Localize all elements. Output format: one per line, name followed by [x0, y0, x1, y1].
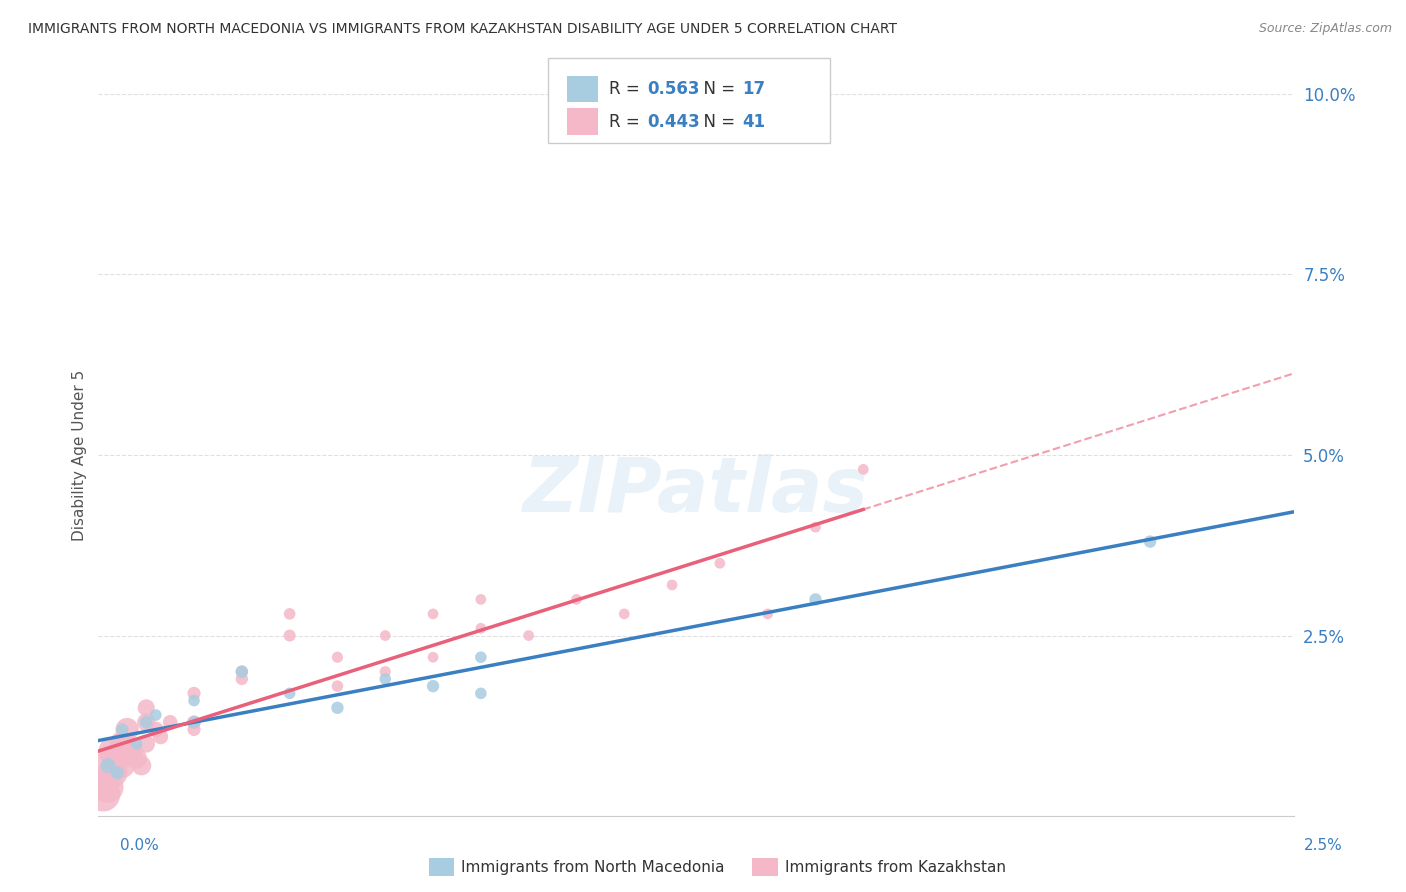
Text: 0.0%: 0.0%: [120, 838, 159, 853]
Point: [125, 737, 148, 751]
Point: [111, 737, 134, 751]
Point: [231, 665, 253, 679]
Point: [101, 744, 124, 758]
Point: [183, 715, 205, 730]
Text: R =: R =: [609, 112, 645, 130]
Point: [374, 672, 396, 686]
Point: [804, 592, 827, 607]
Point: [470, 592, 492, 607]
Point: [709, 557, 731, 571]
Text: N =: N =: [693, 112, 741, 130]
Point: [91, 788, 114, 802]
Point: [107, 751, 129, 765]
Point: [565, 592, 588, 607]
Point: [135, 715, 157, 730]
Point: [183, 693, 205, 707]
Y-axis label: Disability Age Under 5: Disability Age Under 5: [72, 369, 87, 541]
Point: [159, 715, 181, 730]
Point: [374, 628, 396, 642]
Point: [326, 650, 349, 665]
Point: [135, 701, 157, 715]
Point: [470, 686, 492, 700]
Point: [115, 723, 138, 737]
Point: [107, 765, 129, 780]
Point: [111, 723, 134, 737]
Text: 0.563: 0.563: [647, 80, 699, 98]
Point: [661, 578, 683, 592]
Text: Source: ZipAtlas.com: Source: ZipAtlas.com: [1258, 22, 1392, 36]
Point: [183, 686, 205, 700]
Point: [374, 665, 396, 679]
Point: [278, 607, 301, 621]
Point: [422, 679, 444, 693]
Point: [517, 628, 540, 642]
Text: ZIPatlas: ZIPatlas: [523, 454, 869, 528]
Point: [756, 607, 779, 621]
Point: [121, 744, 143, 758]
Point: [470, 621, 492, 635]
Point: [422, 607, 444, 621]
Point: [470, 650, 492, 665]
Text: Immigrants from North Macedonia: Immigrants from North Macedonia: [461, 860, 724, 874]
Point: [183, 715, 205, 730]
Point: [183, 723, 205, 737]
Point: [97, 780, 120, 795]
Text: N =: N =: [693, 80, 741, 98]
Point: [852, 462, 875, 476]
Point: [101, 765, 124, 780]
Point: [135, 715, 157, 730]
Point: [111, 758, 134, 772]
Point: [97, 758, 120, 772]
Point: [278, 628, 301, 642]
Point: [231, 665, 253, 679]
Point: [613, 607, 636, 621]
Point: [145, 723, 167, 737]
Point: [131, 758, 153, 772]
Text: R =: R =: [609, 80, 645, 98]
Point: [135, 737, 157, 751]
Point: [804, 520, 827, 534]
Point: [97, 758, 120, 772]
Text: IMMIGRANTS FROM NORTH MACEDONIA VS IMMIGRANTS FROM KAZAKHSTAN DISABILITY AGE UND: IMMIGRANTS FROM NORTH MACEDONIA VS IMMIG…: [28, 22, 897, 37]
Point: [278, 686, 301, 700]
Text: 0.443: 0.443: [647, 112, 700, 130]
Text: Immigrants from Kazakhstan: Immigrants from Kazakhstan: [785, 860, 1005, 874]
Point: [231, 672, 253, 686]
Point: [125, 751, 148, 765]
Text: 17: 17: [742, 80, 765, 98]
Text: 41: 41: [742, 112, 765, 130]
Point: [326, 679, 349, 693]
Point: [149, 730, 172, 744]
Point: [1139, 534, 1161, 549]
Point: [145, 708, 167, 723]
Point: [326, 701, 349, 715]
Point: [422, 650, 444, 665]
Text: 2.5%: 2.5%: [1303, 838, 1343, 853]
